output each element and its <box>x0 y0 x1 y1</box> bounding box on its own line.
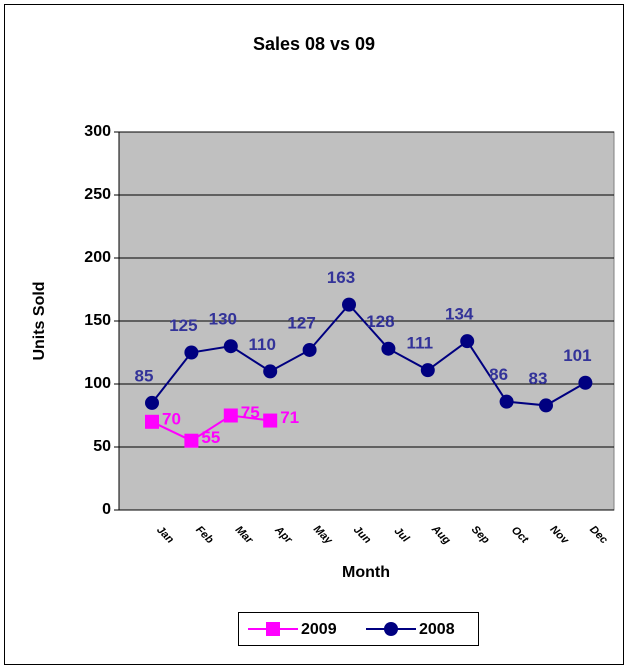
y-tick-label: 200 <box>84 249 111 266</box>
y-tick-label: 0 <box>102 501 111 518</box>
point <box>184 345 199 360</box>
data-label: 85 <box>135 366 154 385</box>
data-label: 163 <box>327 268 355 287</box>
point <box>381 341 396 356</box>
data-label: 110 <box>248 335 275 354</box>
data-label: 83 <box>529 369 548 388</box>
legend-marker <box>384 622 398 636</box>
y-tick-label: 50 <box>93 438 111 455</box>
point <box>223 339 238 354</box>
y-tick-label: 100 <box>84 375 111 392</box>
data-label: 55 <box>201 428 220 447</box>
legend-label: 2009 <box>301 621 337 638</box>
y-axis-title: Units Sold <box>31 281 48 360</box>
legend-marker <box>266 622 280 636</box>
data-label: 134 <box>445 305 474 324</box>
data-label: 125 <box>169 316 197 335</box>
point <box>578 375 593 390</box>
point <box>223 408 238 423</box>
point <box>420 363 435 378</box>
point <box>184 433 199 448</box>
data-label: 75 <box>241 403 260 422</box>
point <box>263 364 278 379</box>
point <box>302 342 317 357</box>
point <box>539 398 553 413</box>
y-tick-label: 250 <box>84 186 111 203</box>
chart-title: Sales 08 vs 09 <box>253 34 375 54</box>
data-label: 111 <box>407 334 434 353</box>
data-label: 71 <box>280 408 299 427</box>
y-tick-label: 300 <box>84 123 111 140</box>
series-line <box>151 414 271 442</box>
x-axis-title: Month <box>342 564 390 581</box>
data-label: 101 <box>563 346 591 365</box>
data-label: 86 <box>489 365 508 384</box>
y-tick-label: 150 <box>84 312 111 329</box>
legend-label: 2008 <box>419 621 455 638</box>
data-label: 70 <box>162 409 181 428</box>
point <box>263 413 278 428</box>
point <box>460 334 475 349</box>
point <box>145 395 159 410</box>
point <box>499 394 514 409</box>
data-label: 127 <box>287 313 315 332</box>
point <box>342 297 356 312</box>
data-label: 128 <box>366 312 394 331</box>
point <box>145 414 159 429</box>
data-label: 130 <box>209 310 237 329</box>
